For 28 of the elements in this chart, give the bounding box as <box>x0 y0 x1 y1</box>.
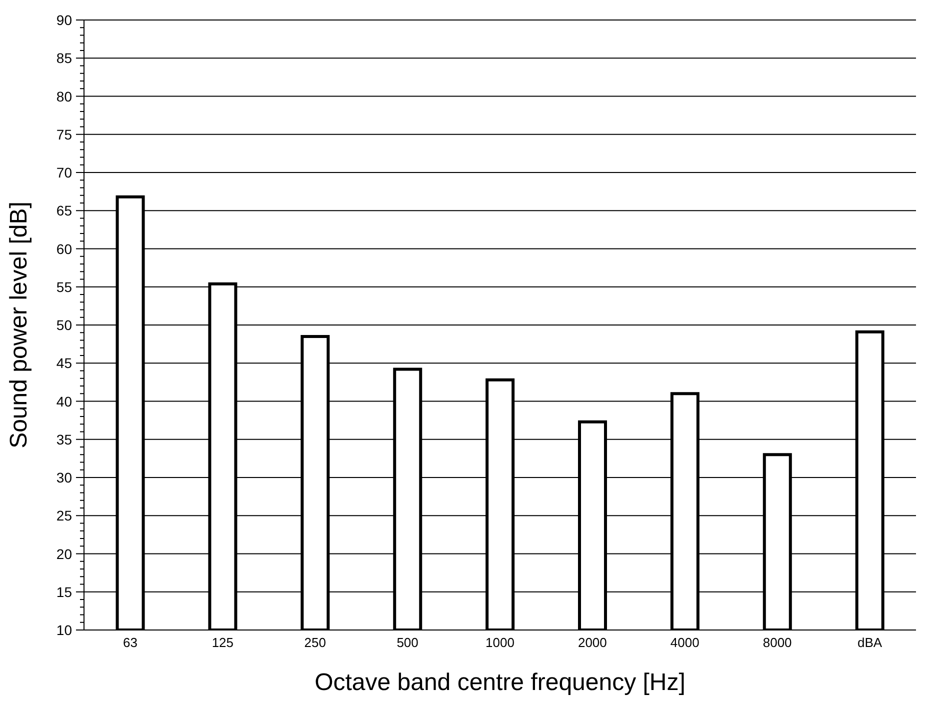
y-tick-label: 80 <box>56 88 72 104</box>
y-tick-label: 45 <box>56 355 72 372</box>
x-tick-label: dBA <box>857 635 882 650</box>
y-tick-label: 40 <box>56 393 72 410</box>
y-tick-label: 70 <box>56 164 72 180</box>
y-tick-label: 30 <box>56 470 72 486</box>
y-axis-title: Sound power level [dB] <box>6 202 33 448</box>
y-tick-label: 25 <box>56 508 72 524</box>
x-tick-label: 125 <box>212 635 234 650</box>
x-tick-label: 8000 <box>762 635 792 650</box>
x-tick-label: 250 <box>304 635 326 650</box>
y-tick-label: 85 <box>56 50 72 66</box>
y-tick-label: 35 <box>56 431 72 448</box>
y-tick-label: 60 <box>56 240 72 257</box>
x-tick-label: 1000 <box>486 635 514 650</box>
y-tick-label: 90 <box>56 12 72 28</box>
y-tick-label: 55 <box>56 278 72 295</box>
y-tick-label: 65 <box>56 202 72 219</box>
y-tick-label: 20 <box>56 546 72 562</box>
x-tick-label: 63 <box>122 635 138 650</box>
y-tick-label: 50 <box>56 317 72 333</box>
x-tick-label: 4000 <box>670 635 700 650</box>
x-axis-title: Octave band centre frequency [Hz] <box>314 669 686 696</box>
y-tick-label: 75 <box>56 126 72 142</box>
y-tick-label: 15 <box>56 584 72 600</box>
y-tick-label: 10 <box>56 622 72 638</box>
x-tick-label: 2000 <box>578 635 607 650</box>
x-tick-label: 500 <box>396 635 418 650</box>
